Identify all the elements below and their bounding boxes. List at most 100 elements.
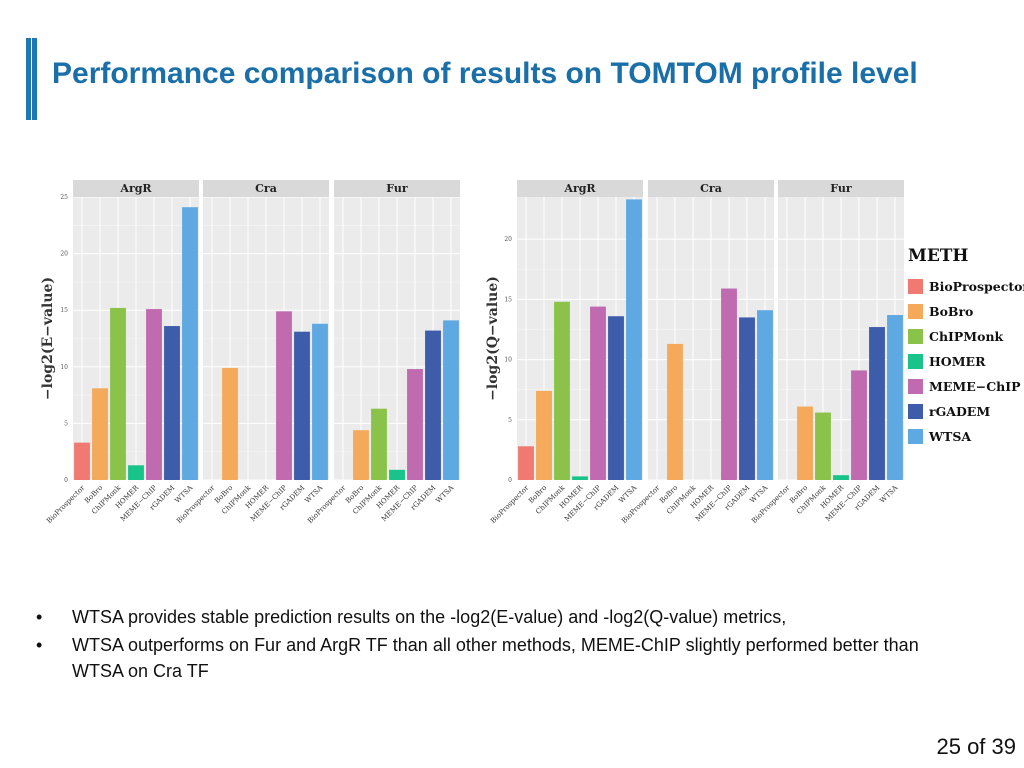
bar-fur-3 <box>389 469 405 480</box>
bar-fur-4 <box>851 370 867 480</box>
facet-strip <box>648 180 774 197</box>
legend-label: WTSA <box>929 429 972 444</box>
y-axis-label: −log2(E−value) <box>40 277 56 400</box>
y-axis-label: −log2(Q−value) <box>485 276 501 401</box>
legend-swatch <box>908 429 923 444</box>
bar-argr-5 <box>164 326 180 480</box>
legend-swatch <box>908 379 923 394</box>
bullet-symbol: • <box>36 635 43 655</box>
bar-argr-5 <box>608 316 624 480</box>
bar-fur-2 <box>815 412 831 480</box>
legend-item-meme-chip: MEME−ChIP <box>908 374 1024 399</box>
legend-label: MEME−ChIP <box>929 379 1021 394</box>
y-tick-label: 0 <box>64 477 68 484</box>
x-tick-label: BioProspector <box>750 483 792 525</box>
legend-title: METH <box>908 246 969 266</box>
bar-argr-4 <box>146 309 162 480</box>
bullet-text: WTSA outperforms on Fur and ArgR TF than… <box>72 635 919 681</box>
facet-strip-label: Cra <box>255 182 277 195</box>
bar-cra-1 <box>222 367 238 480</box>
facet-strip-label: Cra <box>700 182 722 195</box>
bar-argr-6 <box>626 199 642 480</box>
bullet-symbol: • <box>36 607 43 627</box>
bar-fur-4 <box>407 369 423 480</box>
facet-strip-label: Fur <box>830 182 852 195</box>
legend-swatch <box>908 329 923 344</box>
legend-label: ChIPMonk <box>929 329 1004 344</box>
facet-strip <box>203 180 329 197</box>
bar-cra-6 <box>312 323 328 480</box>
legend-label: HOMER <box>929 354 986 369</box>
x-tick-label: BioProspector <box>489 483 531 525</box>
facet-strip <box>73 180 199 197</box>
legend-label: rGADEM <box>929 404 991 419</box>
facet-strip-label: Fur <box>386 182 408 195</box>
x-tick-label: WTSA <box>878 483 900 505</box>
legend-label: BoBro <box>929 304 974 319</box>
y-tick-label: 20 <box>504 236 512 243</box>
facet-strip <box>778 180 904 197</box>
bar-fur-2 <box>371 408 387 480</box>
y-tick-label: 10 <box>504 357 512 364</box>
x-tick-label: BioProspector <box>175 483 217 525</box>
legend-swatch <box>908 404 923 419</box>
bar-fur-6 <box>887 315 903 480</box>
bullet-item: • WTSA outperforms on Fur and ArgR TF th… <box>36 632 936 684</box>
x-tick-label: WTSA <box>617 483 639 505</box>
legend-swatch <box>908 304 923 319</box>
bar-argr-3 <box>572 476 588 480</box>
y-tick-label: 5 <box>64 420 68 427</box>
facet-strip-label: ArgR <box>563 182 596 195</box>
y-tick-label: 15 <box>60 307 68 314</box>
bar-cra-4 <box>276 311 292 480</box>
x-tick-label: WTSA <box>434 483 456 505</box>
bar-fur-1 <box>797 406 813 480</box>
bar-argr-1 <box>536 390 552 480</box>
facet-strip-label: ArgR <box>119 182 152 195</box>
bar-fur-5 <box>869 327 885 480</box>
bar-argr-2 <box>110 307 126 480</box>
legend-item-homer: HOMER <box>908 349 1024 374</box>
bullet-list: • WTSA provides stable prediction result… <box>36 604 936 686</box>
bar-argr-3 <box>128 465 144 480</box>
legend-item-wtsa: WTSA <box>908 424 1024 449</box>
bar-fur-3 <box>833 475 849 480</box>
bar-fur-6 <box>443 320 459 480</box>
facet-strip <box>334 180 460 197</box>
y-tick-label: 10 <box>60 364 68 371</box>
bar-cra-6 <box>757 310 773 480</box>
legend-item-rgadem: rGADEM <box>908 399 1024 424</box>
x-tick-label: BioProspector <box>45 483 87 525</box>
bar-argr-1 <box>92 388 108 480</box>
bar-argr-4 <box>590 306 606 480</box>
legend-item-bobro: BoBro <box>908 299 1024 324</box>
chart-e-value: −log2(E−value) 0 5 10 15 20 25 ArgR BioProspecto… <box>40 180 460 525</box>
bar-argr-2 <box>554 301 570 480</box>
legend-swatch <box>908 354 923 369</box>
bar-cra-4 <box>721 288 737 480</box>
y-tick-label: 0 <box>508 477 512 484</box>
legend-item-bioprospector: BioProspector <box>908 274 1024 299</box>
page-number: 25 of 39 <box>936 734 1016 759</box>
y-tick-label: 20 <box>60 251 68 258</box>
y-tick-label: 25 <box>60 194 68 201</box>
x-tick-label: WTSA <box>303 483 325 505</box>
legend-item-chipmonk: ChIPMonk <box>908 324 1024 349</box>
y-tick-label: 5 <box>508 417 512 424</box>
slide-title: Performance comparison of results on TOM… <box>52 57 918 90</box>
bar-fur-1 <box>353 430 369 480</box>
bullet-item: • WTSA provides stable prediction result… <box>36 604 936 630</box>
y-tick-label: 15 <box>504 296 512 303</box>
bullet-text: WTSA provides stable prediction results … <box>72 607 787 627</box>
bar-argr-0 <box>518 446 534 480</box>
facet-strip <box>517 180 643 197</box>
bar-cra-5 <box>739 317 755 480</box>
bar-argr-0 <box>74 442 90 480</box>
bar-fur-5 <box>425 330 441 480</box>
legend: METH BioProspector BoBro ChIPMonk HOMER … <box>908 246 1024 449</box>
bar-cra-5 <box>294 331 310 480</box>
chart-q-value: −log2(Q−value) 0 5 10 15 20 ArgR BioProspector B… <box>485 180 904 525</box>
legend-label: BioProspector <box>929 279 1024 294</box>
bar-argr-6 <box>182 207 198 481</box>
title-accent-bar-2 <box>32 38 37 120</box>
